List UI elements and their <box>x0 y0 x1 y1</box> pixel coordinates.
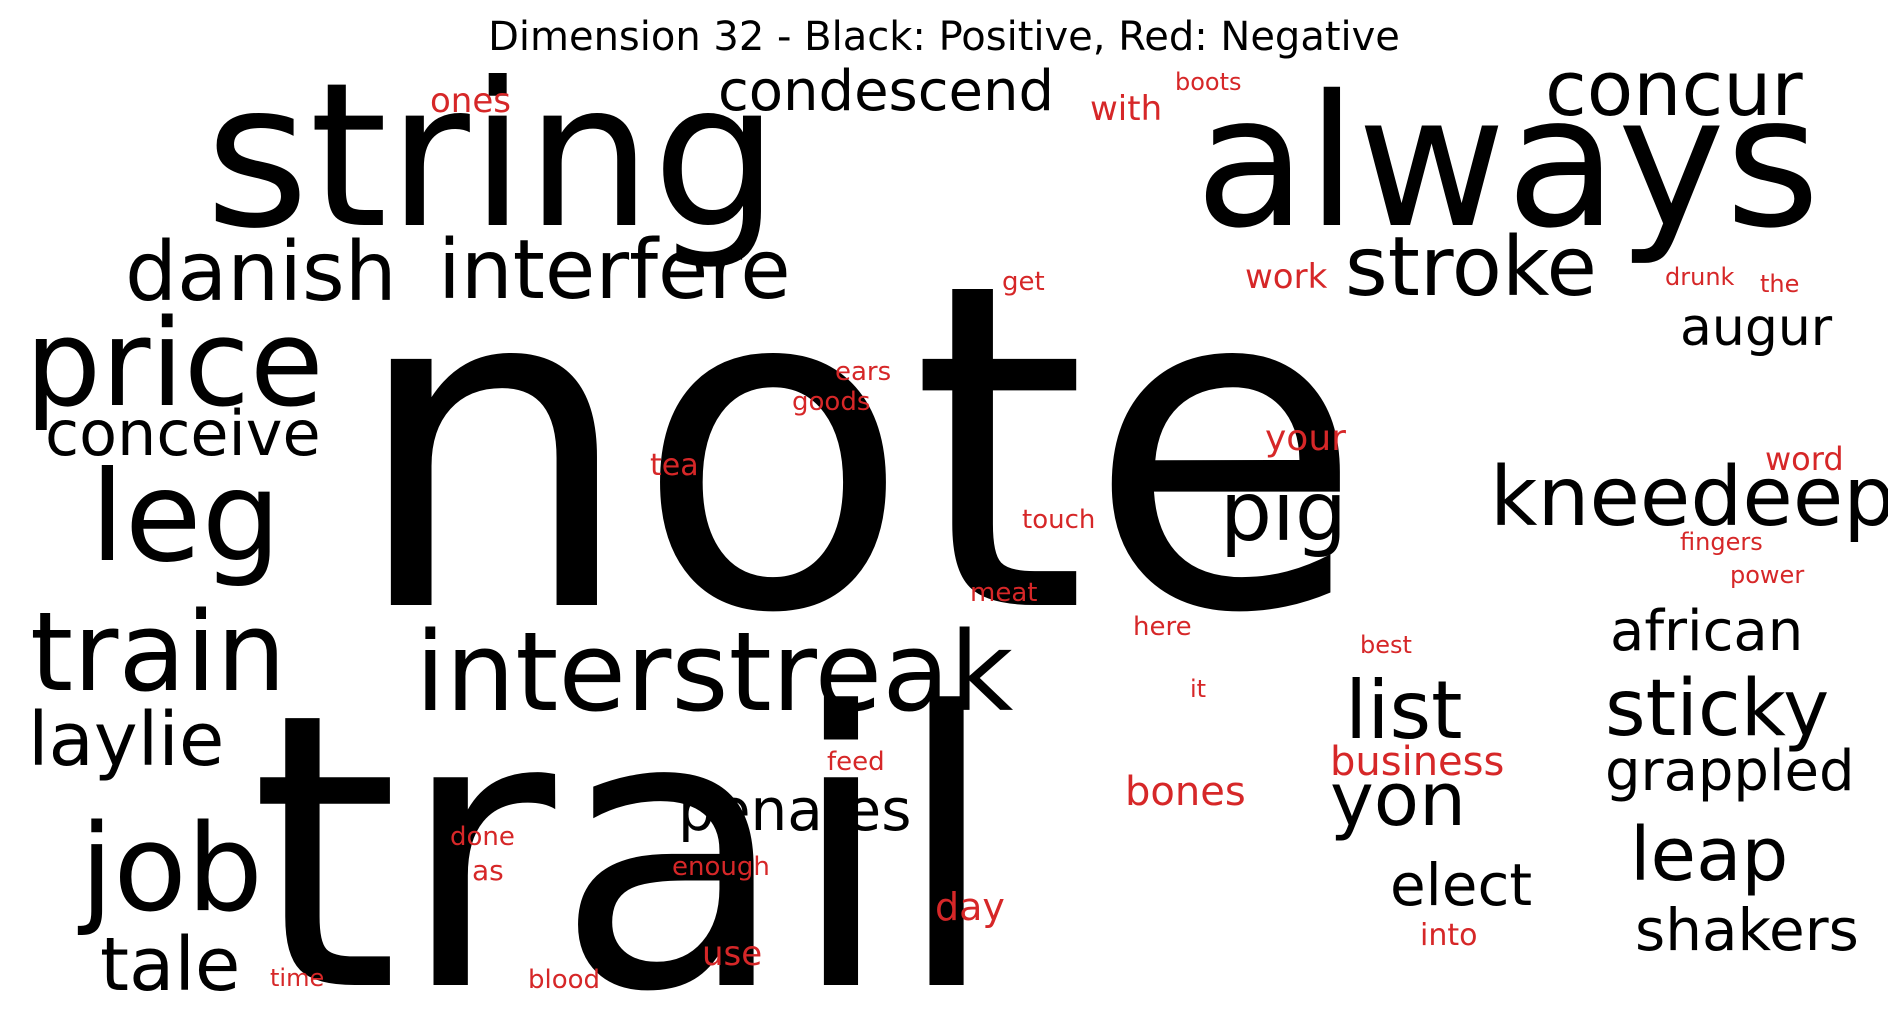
word-enough: enough <box>672 852 770 882</box>
word-note: note <box>350 188 1364 712</box>
word-trail: trail <box>250 632 999 1010</box>
word-always: always <box>1195 56 1820 268</box>
word-your: your <box>1265 418 1346 459</box>
word-day: day <box>935 885 1005 929</box>
word-stroke: stroke <box>1345 220 1597 315</box>
word-penates: penates <box>678 776 911 844</box>
word-ears: ears <box>835 357 891 387</box>
word-blood: blood <box>528 965 600 995</box>
word-fingers: fingers <box>1680 528 1763 556</box>
word-african: african <box>1610 599 1803 664</box>
word-done: done <box>450 822 515 852</box>
word-it: it <box>1190 675 1206 703</box>
word-laylie: laylie <box>28 697 224 783</box>
word-the: the <box>1760 270 1799 298</box>
word-drunk: drunk <box>1665 263 1735 291</box>
word-train: train <box>30 588 286 716</box>
word-work: work <box>1245 257 1328 297</box>
word-into: into <box>1420 918 1477 953</box>
word-grappled: grappled <box>1605 739 1855 804</box>
word-meat: meat <box>970 578 1037 608</box>
word-condescend: condescend <box>718 59 1054 124</box>
word-tea: tea <box>650 448 699 483</box>
word-feed: feed <box>827 747 885 777</box>
word-concur: concur <box>1545 44 1803 133</box>
word-get: get <box>1002 267 1045 297</box>
word-augur: augur <box>1680 298 1833 358</box>
word-use: use <box>702 934 762 974</box>
word-yon: yon <box>1330 757 1466 843</box>
word-conceive: conceive <box>45 397 321 470</box>
word-word: word <box>1765 440 1844 478</box>
word-leg: leg <box>90 445 281 590</box>
word-touch: touch <box>1022 505 1095 535</box>
word-tale: tale <box>100 922 240 1008</box>
chart-title: Dimension 32 - Black: Positive, Red: Neg… <box>488 14 1400 60</box>
word-as: as <box>472 854 504 887</box>
word-ones: ones <box>430 81 511 121</box>
word-time: time <box>270 964 324 992</box>
word-leap: leap <box>1630 812 1788 898</box>
word-with: with <box>1090 89 1162 129</box>
word-sticky: sticky <box>1605 664 1829 754</box>
word-interfere: interfere <box>438 223 791 318</box>
word-power: power <box>1730 561 1804 589</box>
word-kneedeep: kneedeep <box>1490 450 1888 545</box>
word-price: price <box>25 295 324 434</box>
word-list: list <box>1345 664 1463 757</box>
word-bones: bones <box>1125 769 1246 815</box>
word-elect: elect <box>1390 851 1532 919</box>
word-best: best <box>1360 631 1412 659</box>
word-interstreak: interstreak <box>415 608 1014 736</box>
word-shakers: shakers <box>1635 896 1859 964</box>
word-boots: boots <box>1175 68 1242 96</box>
word-goods: goods <box>792 387 870 417</box>
word-danish: danish <box>125 225 397 320</box>
word-business: business <box>1330 739 1504 785</box>
word-job: job <box>77 800 263 939</box>
word-pig: pig <box>1220 465 1347 560</box>
word-string: string <box>205 40 779 273</box>
word-here: here <box>1133 612 1192 642</box>
